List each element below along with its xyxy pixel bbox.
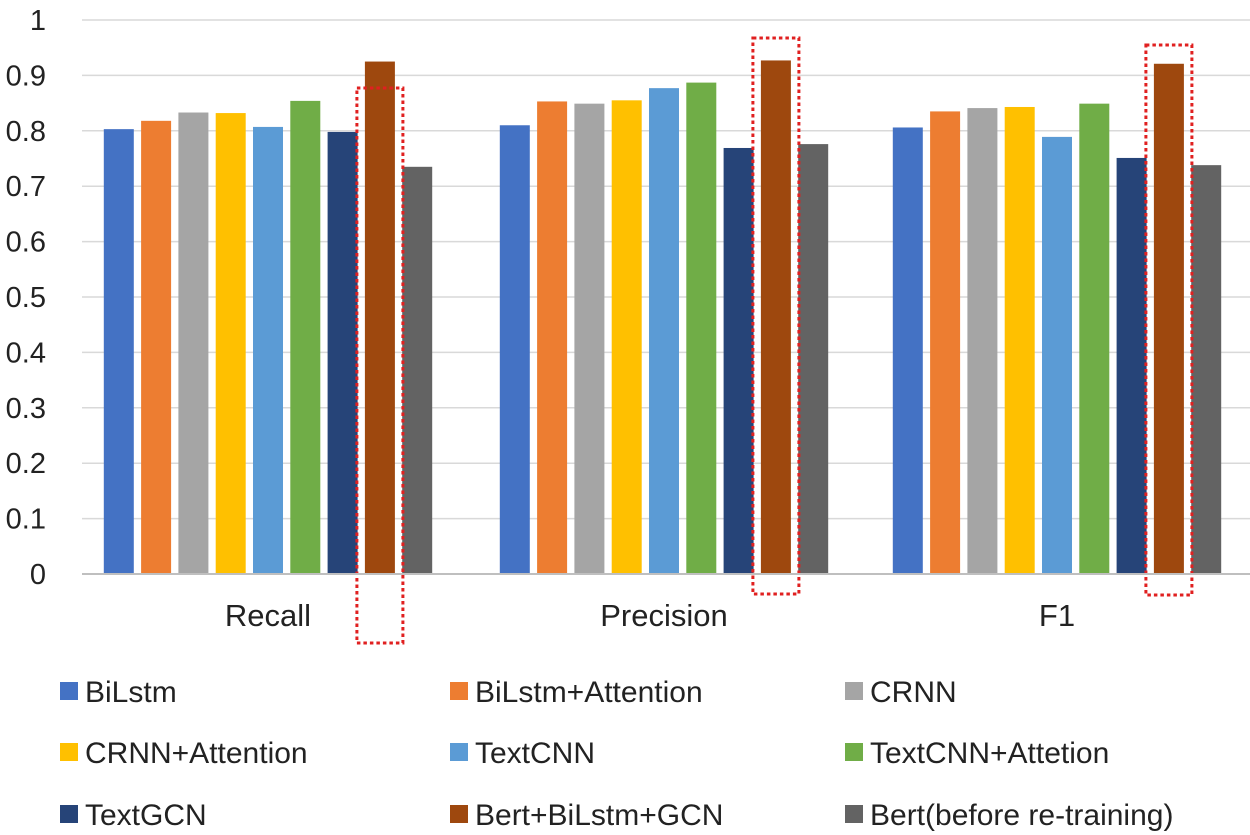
bar-recall-bert-before-re-training- — [402, 166, 433, 574]
legend-label: TextCNN — [475, 737, 595, 770]
y-tick-label: 0 — [30, 559, 46, 591]
legend-swatch — [845, 682, 863, 700]
legend-swatch — [60, 682, 78, 700]
legend-label: CRNN+Attention — [85, 737, 308, 770]
bars — [103, 60, 1222, 575]
highlight-box-precision — [751, 36, 801, 596]
legend-label: Bert+BiLstm+GCN — [475, 799, 723, 832]
bar-f1-crnn — [967, 108, 998, 574]
y-tick-label: 0.1 — [6, 504, 46, 536]
highlight-box-f1 — [1144, 43, 1194, 597]
y-axis-tick-labels: 0 0.1 0.2 0.3 0.4 0.5 0.6 0.7 0.8 0.9 1 — [6, 5, 46, 591]
bar-recall-textgcn — [327, 131, 358, 574]
legend-item-textgcn: TextGCN — [60, 799, 207, 832]
bar-recall-crnn — [178, 112, 209, 574]
x-category-label: F1 — [1039, 598, 1075, 633]
bar-precision-crnn-attention — [611, 100, 642, 574]
legend-label: BiLstm+Attention — [475, 676, 703, 709]
bar-recall-bilstm — [103, 129, 134, 574]
legend-label: TextGCN — [85, 799, 207, 832]
y-tick-label: 0.9 — [6, 60, 46, 92]
legend-swatch — [60, 743, 78, 761]
x-category-label: Precision — [600, 598, 728, 633]
y-tick-label: 0.6 — [6, 227, 46, 259]
bar-precision-bert-bilstm-gcn — [760, 60, 791, 574]
bar-recall-textcnn — [253, 126, 283, 574]
bar-precision-bilstm-attention — [537, 101, 568, 575]
bar-recall-bilstm-attention — [141, 120, 172, 574]
legend-label: CRNN — [870, 676, 957, 709]
legend-swatch — [60, 805, 78, 823]
legend-item-textcnn: TextCNN — [450, 737, 595, 770]
bar-precision-crnn — [574, 103, 605, 575]
bar-recall-crnn-attention — [215, 113, 246, 575]
bar-precision-textcnn — [649, 88, 679, 574]
legend-swatch — [845, 743, 863, 761]
highlight-boxes — [355, 36, 1194, 645]
legend-item-bert-bilstm-gcn: Bert+BiLstm+GCN — [450, 799, 723, 832]
legend-item-textcnn-attetion: TextCNN+Attetion — [845, 737, 1109, 770]
bar-precision-textgcn — [723, 147, 754, 574]
bar-precision-bert-before-re-training- — [798, 144, 829, 574]
y-tick-label: 0.2 — [6, 448, 46, 480]
bar-f1-textgcn — [1116, 157, 1147, 575]
y-tick-label: 0.7 — [6, 171, 46, 203]
bar-precision-textcnn-attetion — [686, 82, 717, 575]
legend-label: TextCNN+Attetion — [870, 737, 1109, 770]
bar-f1-bilstm — [892, 127, 923, 574]
bar-f1-crnn-attention — [1004, 106, 1035, 574]
bar-f1-textcnn — [1042, 136, 1072, 575]
x-axis-category-labels: Recall Precision F1 — [225, 598, 1075, 633]
x-category-label: Recall — [225, 598, 311, 633]
bar-f1-bert-bilstm-gcn — [1153, 63, 1184, 575]
y-tick-label: 0.8 — [6, 116, 46, 148]
legend-swatch — [450, 682, 468, 700]
legend: BiLstm BiLstm+Attention CRNN CRNN+Attention… — [60, 676, 1173, 832]
y-tick-label: 0.4 — [6, 337, 46, 369]
bar-f1-textcnn-attetion — [1079, 103, 1110, 575]
legend-item-crnn-attention: CRNN+Attention — [60, 737, 308, 770]
legend-item-crnn: CRNN — [845, 676, 957, 709]
highlight-box-recall — [355, 86, 405, 645]
y-tick-label: 1 — [30, 5, 46, 37]
legend-swatch — [845, 805, 863, 823]
legend-item-bilstm-attention: BiLstm+Attention — [450, 676, 703, 709]
bar-precision-bilstm — [499, 125, 530, 574]
bar-f1-bert-before-re-training- — [1191, 165, 1222, 574]
y-tick-label: 0.5 — [6, 282, 46, 314]
legend-swatch — [450, 805, 468, 823]
bar-f1-bilstm-attention — [930, 111, 961, 574]
y-tick-label: 0.3 — [6, 393, 46, 425]
bar-recall-textcnn-attetion — [290, 100, 321, 574]
legend-swatch — [450, 743, 468, 761]
bar-recall-bert-bilstm-gcn — [364, 61, 395, 575]
legend-item-bilstm: BiLstm — [60, 676, 177, 709]
legend-label: BiLstm — [85, 676, 177, 709]
legend-label: Bert(before re-training) — [870, 799, 1173, 832]
legend-item-bert-before-re-training-: Bert(before re-training) — [845, 799, 1173, 832]
